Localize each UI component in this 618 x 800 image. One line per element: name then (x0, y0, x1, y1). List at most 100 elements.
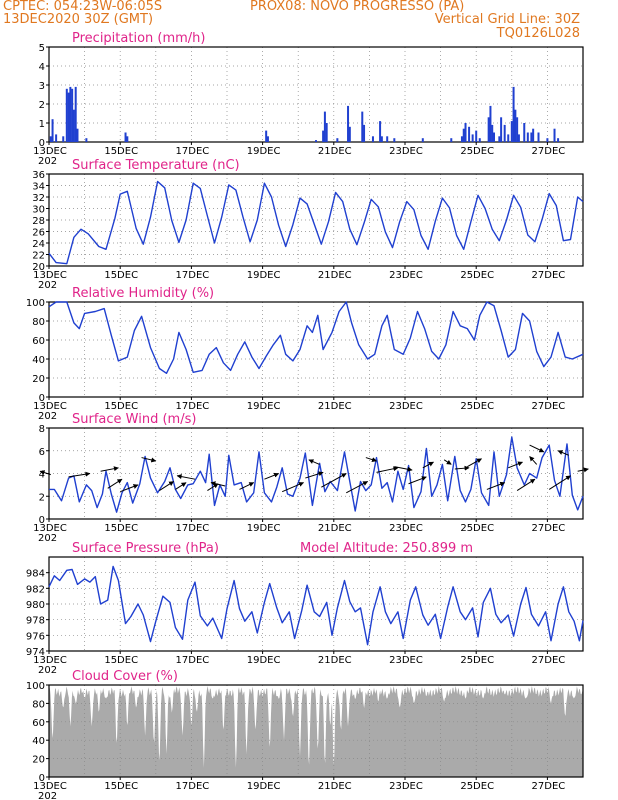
precip-bar (74, 86, 77, 142)
y-tick-label: 60 (32, 336, 45, 347)
x-tick-label: 19DEC (247, 781, 281, 792)
y-tick-label: 22 (32, 251, 45, 262)
pres-series-line (48, 565, 584, 646)
precip-bar (514, 109, 517, 142)
precip-bar (55, 134, 58, 142)
y-tick-label: 24 (32, 239, 45, 250)
panel-rh: 0 20 40 60 80 100 13DEC 15DEC 17DEC 19DEC 21DEC 23D… (26, 286, 584, 422)
precip-bar (85, 138, 88, 142)
wind-arrow (346, 481, 369, 494)
x-tick-label: 17DEC (176, 655, 210, 666)
x-tick-label: 23DEC (389, 270, 423, 281)
precip-bar (325, 123, 328, 142)
precip-bar (491, 124, 494, 142)
y-tick-label: 80 (32, 317, 45, 328)
wind-arrow (443, 459, 452, 465)
panel-pres: 974 976 978 980 982 984 13DEC 15DEC 17DEC 19DEC 21… (26, 541, 584, 676)
wind-arrow (376, 466, 399, 473)
precip-bar (49, 136, 52, 142)
wind-arrow (175, 482, 187, 490)
x-tick-label: 17DEC (176, 270, 210, 281)
wind-arrow (529, 456, 538, 465)
rh-series-line (48, 301, 584, 374)
x-tick-label: 25DEC (460, 146, 494, 157)
x-tick-label: 13DEC (33, 523, 67, 534)
precip-bar (500, 117, 503, 142)
x-tick-label: 21DEC (318, 655, 352, 666)
x-tick-label: 15DEC (104, 146, 138, 157)
wind-arrow (239, 482, 255, 490)
x-tick-label: 13DEC (33, 781, 67, 792)
y-tick-label: 984 (26, 569, 45, 580)
precip-bar (489, 105, 492, 142)
precip-bar (348, 126, 351, 142)
x-tick-label: 19DEC (247, 523, 281, 534)
precip-bar (516, 117, 519, 142)
y-tick-label: 2 (39, 492, 45, 503)
precip-bar (517, 134, 520, 142)
wind-arrow (394, 466, 413, 472)
precip-bar (69, 86, 72, 142)
y-tick-label: 60 (32, 718, 45, 729)
x-tick-label: 21DEC (318, 146, 352, 157)
cloud-cover-area (49, 686, 583, 777)
x-tick-label: 27DEC (532, 781, 566, 792)
x-tick-label: 15DEC (104, 401, 138, 412)
y-tick-label: 8 (39, 424, 45, 435)
x-tick-label: 23DEC (389, 523, 423, 534)
y-tick-label: 0 (39, 515, 45, 526)
precip-bar (460, 136, 463, 142)
wind-arrow (120, 484, 139, 493)
x-tick-label: 19DEC (247, 270, 281, 281)
precip-bar (478, 138, 481, 142)
panel-cloud: 0 20 40 60 80 100 13DEC 15DEC 17DEC 19DEC 21DEC 23D… (26, 669, 584, 800)
header-station-coords: CPTEC: 054:23W-06:05S (3, 0, 163, 14)
x-tick-label: 13DEC (33, 146, 67, 157)
wind-arrow (210, 481, 226, 487)
y-tick-label: 20 (32, 262, 45, 273)
precip-bar (507, 134, 510, 142)
precip-bar (510, 121, 513, 142)
y-tick-label: 2 (39, 100, 45, 111)
panel-title: Precipitation (mm/h) (72, 31, 205, 46)
y-tick-label: 20 (32, 755, 45, 766)
y-tick-label: 4 (39, 62, 45, 73)
x-tick-label: 15DEC (104, 781, 138, 792)
x-tick-label: 13DEC (33, 401, 67, 412)
y-tick-label: 1 (39, 119, 45, 130)
wind-arrow (408, 476, 427, 485)
x-tick-label: 23DEC (389, 146, 423, 157)
x-tick-label: 25DEC (460, 523, 494, 534)
y-tick-label: 100 (26, 298, 45, 309)
panel-title: Surface Temperature (nC) (72, 158, 240, 173)
x-tick-label: 27DEC (532, 655, 566, 666)
precip-bar (468, 126, 471, 142)
wind-arrow (141, 457, 157, 463)
x-tick-label: 19DEC (247, 401, 281, 412)
y-tick-label: 982 (26, 584, 45, 595)
precip-bar (523, 123, 526, 142)
panel-title: Cloud Cover (%) (72, 669, 178, 684)
y-tick-label: 28 (32, 216, 45, 227)
precip-bar (126, 136, 129, 142)
x-tick-label: 17DEC (176, 781, 210, 792)
wind-arrow (486, 481, 506, 490)
precip-bar (546, 138, 549, 142)
precip-bar (487, 117, 490, 142)
wind-arrow (321, 473, 347, 488)
wind-arrow (107, 478, 123, 489)
precip-bar (493, 132, 495, 142)
chart-header: CPTEC: 054:23W-06:05S PROX08: NOVO PROGR… (0, 0, 618, 46)
header-grid-line-note: Vertical Grid Line: 30Z (434, 12, 580, 27)
precip-bar (323, 111, 326, 142)
x-tick-label: 27DEC (532, 523, 566, 534)
wind-arrow (264, 472, 280, 480)
wind-arrow (176, 474, 196, 480)
x-year-fragment: 202 (38, 156, 57, 167)
precip-bar (72, 109, 75, 142)
x-tick-label: 25DEC (460, 270, 494, 281)
panel-title: Relative Humidity (%) (72, 286, 214, 301)
x-tick-label: 13DEC (33, 655, 67, 666)
precip-bar (421, 138, 424, 142)
y-tick-label: 4 (39, 470, 45, 481)
